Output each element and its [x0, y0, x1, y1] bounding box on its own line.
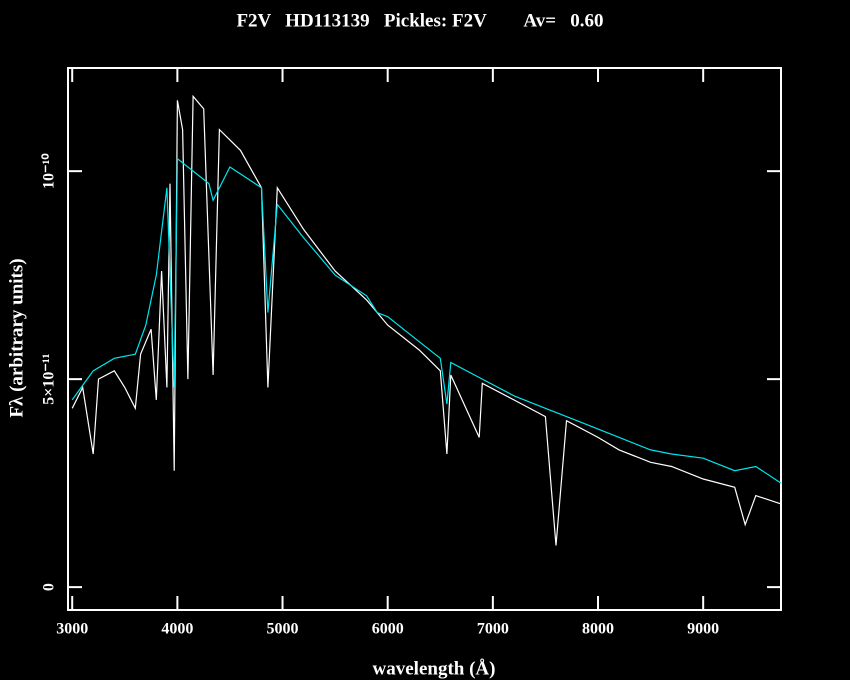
- x-tick-label: 8000: [582, 621, 614, 638]
- spectrum-line: [71, 157, 782, 484]
- plot-frame: [67, 67, 782, 611]
- y-tick-label: 0: [41, 583, 58, 591]
- chart-title: F2V HD113139 Pickles: F2V Av= 0.60: [236, 10, 603, 31]
- x-axis-label: wavelength (Å): [373, 658, 496, 679]
- x-tick-label: 7000: [477, 621, 509, 638]
- x-tick-label: 9000: [687, 621, 719, 638]
- x-tick-label: 4000: [161, 621, 193, 638]
- x-tick-label: 5000: [267, 621, 299, 638]
- x-tick-label: 3000: [56, 621, 88, 638]
- y-tick-label: 10⁻¹⁰: [41, 153, 58, 189]
- spectrum-line: [71, 94, 782, 546]
- y-tick-label: 5×10⁻¹¹: [41, 353, 58, 404]
- x-tick-label: 6000: [372, 621, 404, 638]
- y-axis-label: Fλ (arbitrary units): [6, 258, 27, 417]
